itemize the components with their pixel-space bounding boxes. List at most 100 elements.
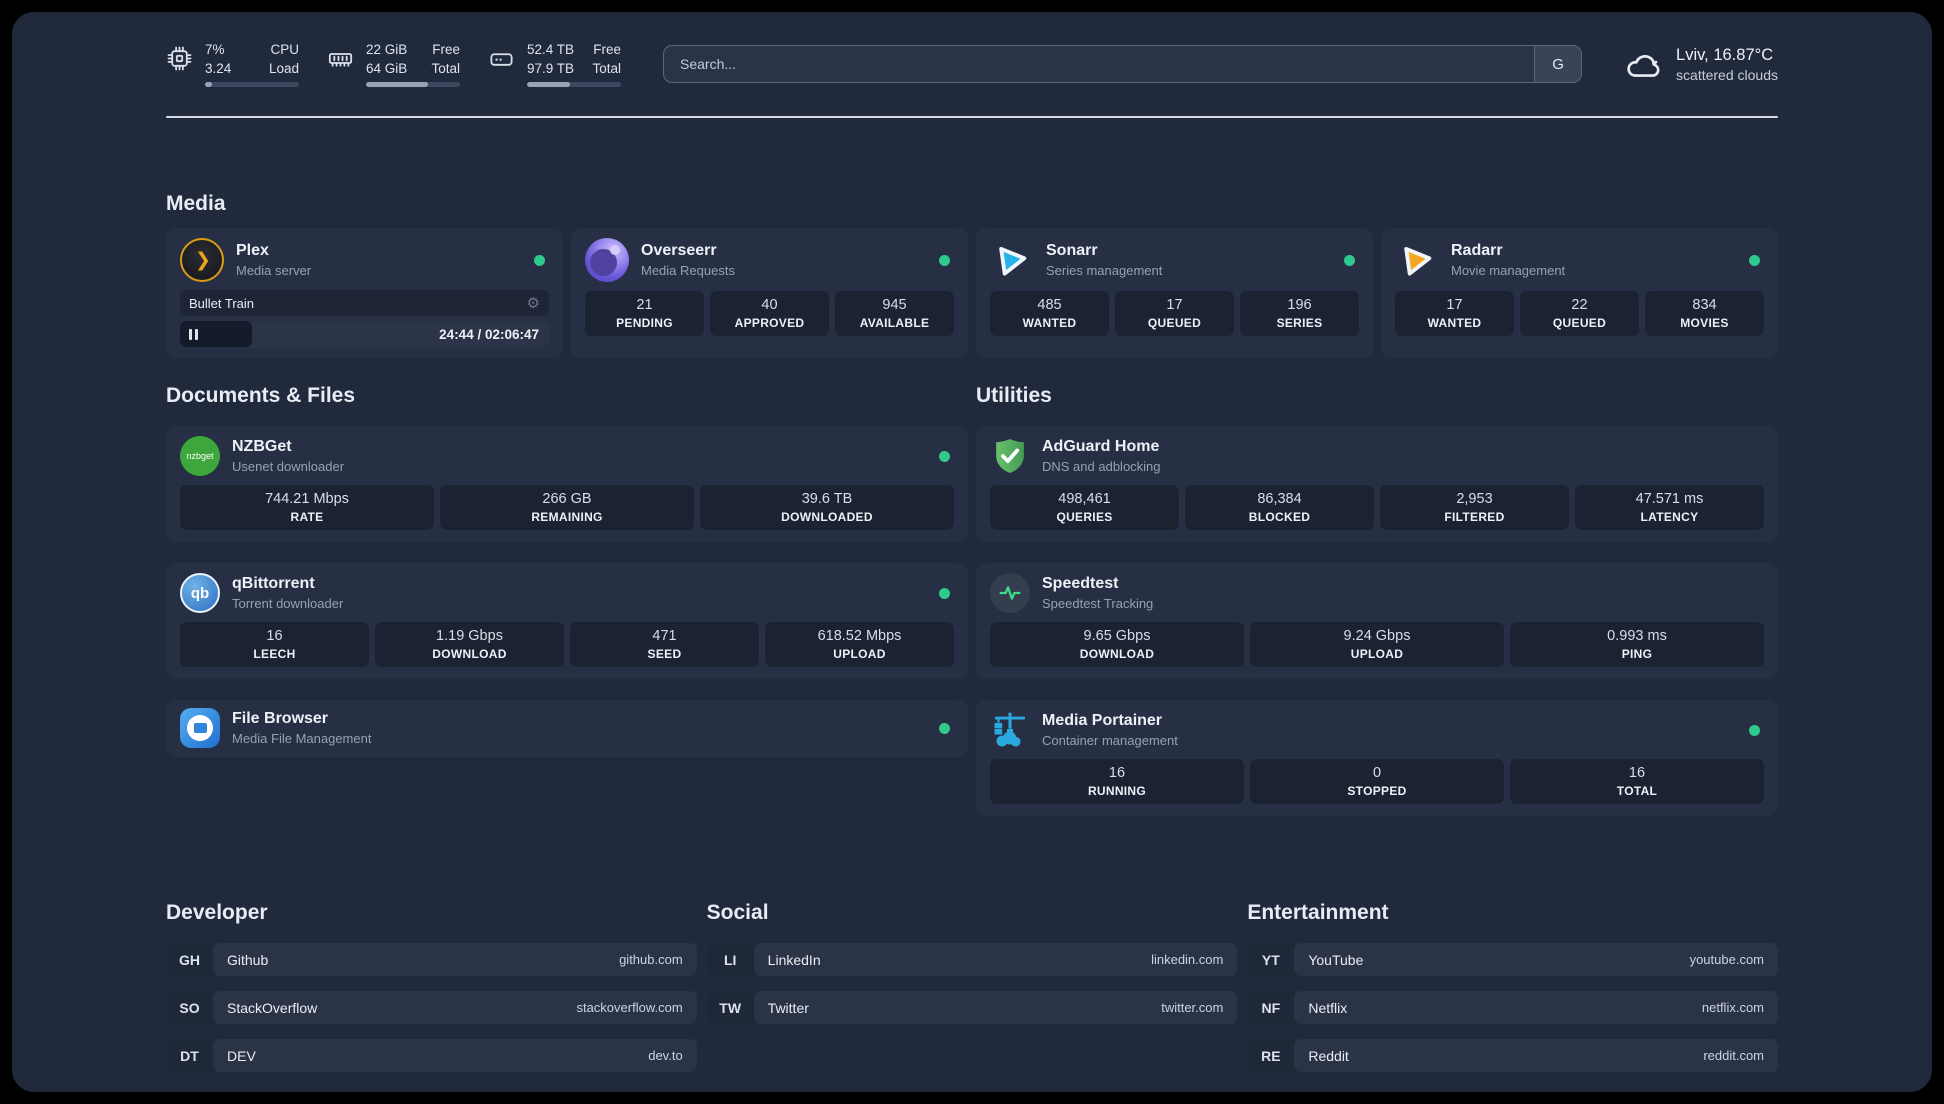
section-title-developer: Developer: [166, 901, 268, 924]
section-title-documents: Documents & Files: [166, 384, 356, 407]
stat-pill: 9.65 Gbps DOWNLOAD: [990, 622, 1244, 667]
qbittorrent-card[interactable]: qb qBittorrent Torrent downloader 16 LEE…: [166, 563, 968, 679]
cpu-label: CPU: [270, 41, 299, 57]
filebrowser-title: File Browser: [232, 710, 329, 727]
radarr-title: Radarr: [1451, 242, 1503, 259]
developer-column: Developer GH Github github.com SO StackO…: [166, 901, 697, 1087]
disk-free-value: 52.4 TB: [527, 41, 575, 57]
filebrowser-card[interactable]: File Browser Media File Management: [166, 700, 968, 757]
radarr-icon: [1392, 235, 1442, 285]
nzbget-title: NZBGet: [232, 438, 292, 455]
status-dot: [939, 254, 950, 266]
utilities-column: Utilities AdGuard Home: [976, 358, 1778, 837]
overseerr-card[interactable]: Overseerr Media Requests 21 PENDING 40 A…: [571, 228, 968, 358]
disk-total-label: Total: [592, 60, 621, 76]
section-title-social: Social: [706, 901, 769, 924]
ram-free-label: Free: [432, 41, 460, 57]
filebrowser-icon: [180, 708, 220, 748]
stat-pill: 2,953 FILTERED: [1380, 485, 1569, 530]
stat-pill: 0 STOPPED: [1250, 759, 1504, 804]
adguard-title: AdGuard Home: [1042, 438, 1160, 455]
radarr-subtitle: Movie management: [1451, 263, 1566, 278]
entertainment-column: Entertainment YT YouTube youtube.com NF …: [1247, 901, 1779, 1087]
stat-pill: 40 APPROVED: [710, 291, 829, 336]
search-input[interactable]: [664, 46, 1535, 82]
stat-pill: 16 RUNNING: [990, 759, 1244, 804]
plex-icon: ❯: [180, 238, 224, 282]
weather-widget: Lviv, 16.87°C scattered clouds: [1624, 46, 1778, 83]
link-row-stackoverflow[interactable]: SO StackOverflow stackoverflow.com: [166, 991, 697, 1024]
status-dot: [1749, 724, 1760, 736]
status-dot: [1749, 254, 1760, 266]
playback-progress-bar[interactable]: 24:44 / 02:06:47: [180, 321, 549, 347]
top-bar: 7% 3.24 CPU Load: [166, 38, 1778, 90]
ram-progress-bar: [366, 82, 460, 88]
status-dot: [534, 254, 545, 266]
stat-pill: 17 WANTED: [1395, 291, 1514, 336]
pause-icon[interactable]: [189, 328, 198, 340]
documents-column: Documents & Files nzbget NZBGet Usenet d…: [166, 358, 968, 837]
plex-title: Plex: [236, 242, 269, 259]
dashboard-window: 7% 3.24 CPU Load: [12, 12, 1932, 1092]
link-row-reddit[interactable]: RE Reddit reddit.com: [1247, 1039, 1779, 1072]
stat-pill: 744.21 Mbps RATE: [180, 485, 434, 530]
weather-location-temp: Lviv, 16.87°C: [1676, 45, 1774, 64]
status-dot: [939, 722, 950, 734]
status-dot: [1344, 254, 1355, 266]
stat-pill: 618.52 Mbps UPLOAD: [765, 622, 954, 667]
overseerr-title: Overseerr: [641, 242, 717, 259]
weather-condition: scattered clouds: [1676, 66, 1778, 83]
cpu-usage-value: 7%: [205, 41, 225, 57]
stat-pill: 1.19 Gbps DOWNLOAD: [375, 622, 564, 667]
ram-total-label: Total: [431, 60, 460, 76]
sonarr-card[interactable]: Sonarr Series management 485 WANTED 17 Q…: [976, 228, 1373, 358]
plex-card[interactable]: ❯ Plex Media server Bullet Train ⚙ 24:44…: [166, 228, 563, 358]
qbittorrent-subtitle: Torrent downloader: [232, 596, 344, 611]
speedtest-subtitle: Speedtest Tracking: [1042, 596, 1154, 611]
plex-subtitle: Media server: [236, 263, 312, 278]
stat-pill: 47.571 ms LATENCY: [1575, 485, 1764, 530]
stat-pill: 21 PENDING: [585, 291, 704, 336]
nzbget-card[interactable]: nzbget NZBGet Usenet downloader 744.21 M…: [166, 426, 968, 542]
search-bar[interactable]: G: [663, 45, 1583, 83]
link-row-netflix[interactable]: NF Netflix netflix.com: [1247, 991, 1779, 1024]
ram-stat: 22 GiB 64 GiB Free Total: [327, 41, 460, 88]
status-dot: [939, 587, 950, 599]
link-row-twitter[interactable]: TW Twitter twitter.com: [706, 991, 1238, 1024]
portainer-card[interactable]: Media Portainer Container management 16 …: [976, 700, 1778, 816]
cpu-load-value: 3.24: [205, 60, 232, 76]
overseerr-subtitle: Media Requests: [641, 263, 735, 278]
stat-pill: 22 QUEUED: [1520, 291, 1639, 336]
stat-pill: 17 QUEUED: [1115, 291, 1234, 336]
stat-pill: 196 SERIES: [1240, 291, 1359, 336]
speedtest-icon: [990, 573, 1030, 613]
links-section: Developer GH Github github.com SO StackO…: [166, 901, 1779, 1087]
sonarr-title: Sonarr: [1046, 242, 1098, 259]
disk-icon: [488, 45, 515, 72]
adguard-card[interactable]: AdGuard Home DNS and adblocking 498,461 …: [976, 426, 1778, 542]
link-row-dev[interactable]: DT DEV dev.to: [166, 1039, 697, 1072]
now-playing-row: Bullet Train ⚙: [180, 290, 549, 316]
disk-stat: 52.4 TB 97.9 TB Free Total: [488, 41, 621, 88]
gear-icon[interactable]: ⚙: [526, 294, 540, 312]
middle-columns: Documents & Files nzbget NZBGet Usenet d…: [166, 358, 1778, 837]
stat-pill: 86,384 BLOCKED: [1185, 485, 1374, 530]
link-row-linkedin[interactable]: LI LinkedIn linkedin.com: [706, 943, 1238, 976]
stat-pill: 945 AVAILABLE: [835, 291, 954, 336]
stat-pill: 16 TOTAL: [1510, 759, 1764, 804]
link-row-github[interactable]: GH Github github.com: [166, 943, 697, 976]
media-cards-row: ❯ Plex Media server Bullet Train ⚙ 24:44…: [166, 228, 1778, 358]
radarr-card[interactable]: Radarr Movie management 17 WANTED 22 QUE…: [1381, 228, 1778, 358]
link-row-youtube[interactable]: YT YouTube youtube.com: [1247, 943, 1779, 976]
stat-pill: 498,461 QUERIES: [990, 485, 1179, 530]
nzbget-subtitle: Usenet downloader: [232, 459, 345, 474]
filebrowser-subtitle: Media File Management: [232, 731, 372, 746]
social-column: Social LI LinkedIn linkedin.com TW Twitt…: [706, 901, 1238, 1087]
qbittorrent-icon: qb: [180, 573, 220, 613]
adguard-icon: [990, 436, 1030, 476]
search-engine-button[interactable]: G: [1534, 46, 1582, 82]
section-title-entertainment: Entertainment: [1247, 901, 1389, 924]
speedtest-card[interactable]: Speedtest Speedtest Tracking 9.65 Gbps D…: [976, 563, 1778, 679]
adguard-subtitle: DNS and adblocking: [1042, 459, 1161, 474]
header-divider: [166, 116, 1778, 118]
